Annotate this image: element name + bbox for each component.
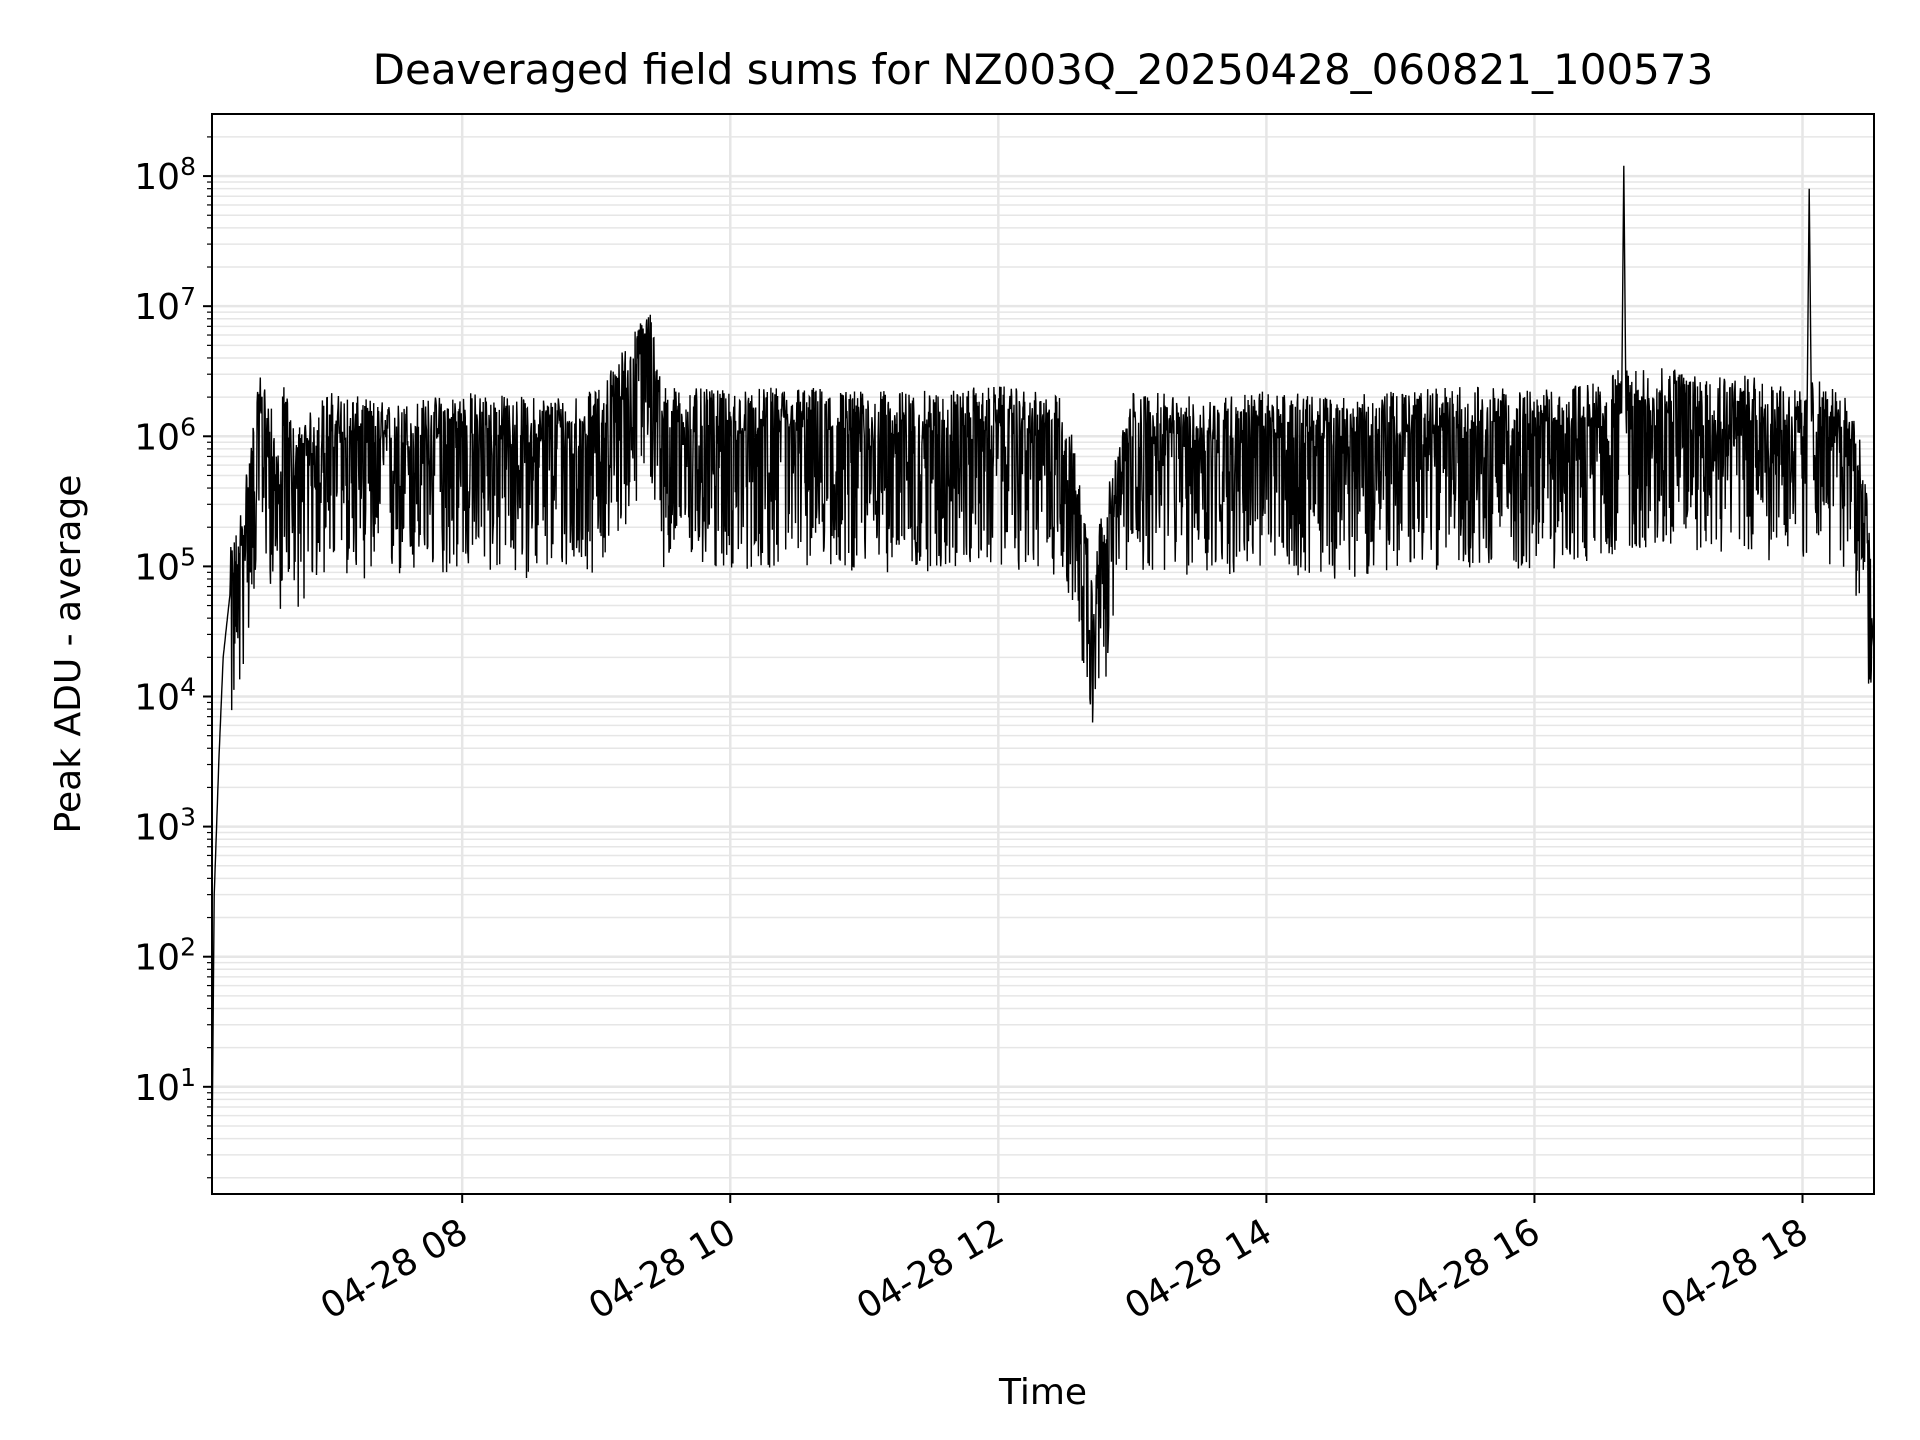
grid-layer	[212, 114, 1874, 1194]
series-line	[211, 165, 1875, 1155]
y-axis-label: Peak ADU - average	[48, 475, 89, 834]
y-tick-label: 101	[134, 1063, 196, 1109]
y-tick-label: 106	[134, 412, 196, 458]
y-tick-label: 108	[134, 152, 196, 198]
y-tick-label: 107	[134, 282, 196, 328]
plot-frame	[211, 113, 1875, 1195]
x-axis-label: Time	[998, 1372, 1087, 1413]
chart-title: Deaveraged field sums for NZ003Q_2025042…	[373, 45, 1714, 94]
y-tick-label: 105	[134, 542, 196, 588]
y-tick-label: 102	[134, 933, 196, 979]
plot-layer	[211, 165, 1875, 1155]
y-tick-label: 104	[134, 672, 196, 718]
y-tick-label: 103	[134, 803, 196, 849]
